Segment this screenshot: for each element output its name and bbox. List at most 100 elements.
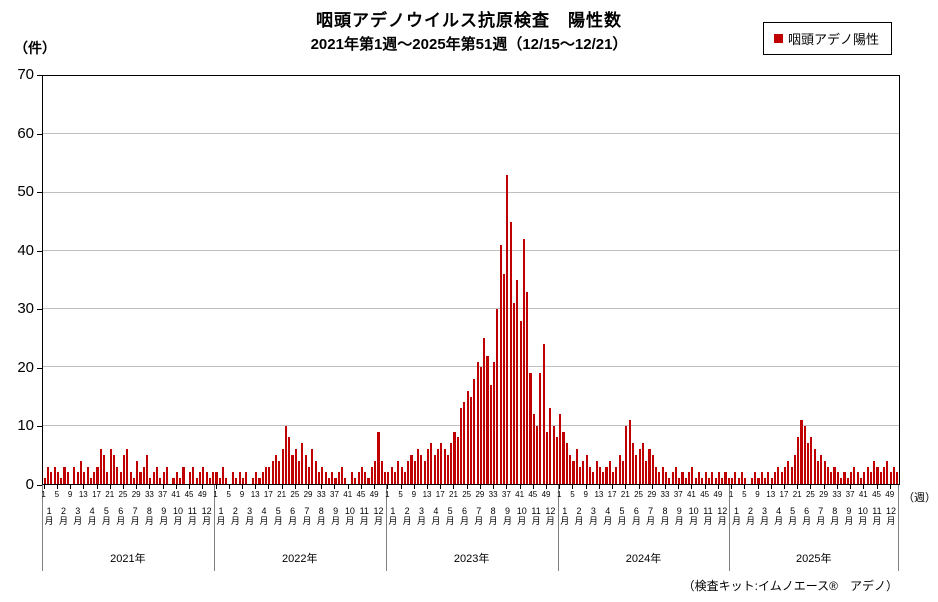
bar xyxy=(740,472,744,484)
bar xyxy=(727,478,730,484)
bar xyxy=(704,472,707,484)
week-tick-label: 21 xyxy=(449,490,458,499)
week-tick-label: 1 xyxy=(557,490,562,499)
y-tick-label: 20 xyxy=(17,358,34,376)
bar xyxy=(255,472,258,484)
bar xyxy=(770,478,773,484)
week-tick-label: 49 xyxy=(541,490,551,499)
year-separator xyxy=(213,485,215,571)
week-tick-label: 13 xyxy=(250,490,260,499)
bar xyxy=(288,437,291,484)
week-tick-label: 5 xyxy=(742,490,747,499)
month-label: 4 月 xyxy=(774,506,784,526)
week-tick-label: 49 xyxy=(369,490,379,499)
bar xyxy=(486,355,489,484)
bar xyxy=(387,472,390,484)
bar xyxy=(245,472,248,484)
bar xyxy=(126,449,129,484)
bar xyxy=(63,466,66,484)
bar xyxy=(109,449,112,484)
bar xyxy=(721,478,724,484)
bar xyxy=(671,472,674,484)
legend: 咽頭アデノ陽性 xyxy=(762,22,892,55)
week-tick-label: 17 xyxy=(435,490,445,499)
bar xyxy=(281,449,284,484)
week-tick-label: 1 xyxy=(41,490,46,499)
footnote: （検査キット:イムノエース® アデノ） xyxy=(682,579,898,593)
month-label: 2 月 xyxy=(745,506,755,526)
x-tick-mark xyxy=(228,485,230,489)
week-tick-label: 17 xyxy=(779,490,789,499)
gridline xyxy=(43,249,899,251)
week-tick-label: 21 xyxy=(277,490,287,499)
x-tick-mark xyxy=(400,485,402,489)
bar xyxy=(218,478,221,484)
bar xyxy=(268,466,271,484)
x-tick-mark xyxy=(546,485,548,489)
bar xyxy=(301,443,304,484)
bar xyxy=(744,478,747,484)
month-label: 8 月 xyxy=(660,506,670,526)
week-tick-label: 25 xyxy=(290,490,300,499)
x-tick-mark xyxy=(479,485,481,489)
week-tick-label: 45 xyxy=(872,490,881,499)
bar xyxy=(43,478,46,484)
bar xyxy=(889,472,892,484)
week-tick-label: 41 xyxy=(858,490,868,499)
bar xyxy=(225,478,228,484)
legend-label: 咽頭アデノ陽性 xyxy=(787,32,879,47)
week-tick-label: 21 xyxy=(105,490,115,499)
week-tick-label: 49 xyxy=(713,490,723,499)
x-tick-mark xyxy=(783,485,785,489)
bar xyxy=(142,466,145,484)
month-label: 7 月 xyxy=(474,506,484,526)
bar xyxy=(493,361,496,484)
bar xyxy=(612,472,615,484)
bar xyxy=(73,466,76,484)
bar xyxy=(291,454,294,484)
y-tick-mark xyxy=(37,485,42,486)
bar xyxy=(192,466,195,484)
month-label: 10 月 xyxy=(857,506,868,526)
bar xyxy=(496,309,499,484)
x-tick-mark xyxy=(493,485,495,489)
x-tick-mark xyxy=(149,485,151,489)
bar xyxy=(380,460,383,484)
x-tick-mark xyxy=(175,485,177,489)
week-tick-label: 9 xyxy=(755,490,760,499)
week-tick-label: 41 xyxy=(343,490,353,499)
bar xyxy=(479,367,482,484)
month-label: 4 月 xyxy=(259,506,269,526)
bar xyxy=(83,472,86,484)
y-tick-label: 30 xyxy=(17,300,34,318)
bar xyxy=(545,431,549,484)
x-tick-mark xyxy=(572,485,574,489)
month-label: 7 月 xyxy=(130,506,140,526)
x-tick-mark xyxy=(83,485,85,489)
bar xyxy=(846,478,849,484)
bar xyxy=(532,414,535,484)
bar xyxy=(423,460,426,484)
x-tick-mark xyxy=(427,485,429,489)
bar xyxy=(579,466,582,484)
bar xyxy=(397,460,400,484)
y-tick-label: 10 xyxy=(17,417,34,435)
month-label: 11 月 xyxy=(359,506,369,526)
bar xyxy=(592,472,595,484)
bar xyxy=(552,425,555,484)
bar xyxy=(697,472,701,484)
week-tick-label: 33 xyxy=(660,490,670,499)
week-tick-label: 41 xyxy=(171,490,181,499)
bar xyxy=(549,408,552,484)
week-tick-label: 9 xyxy=(67,490,73,499)
bar xyxy=(810,437,813,484)
bar xyxy=(526,291,529,484)
bar xyxy=(152,472,155,484)
bar xyxy=(631,443,634,484)
bar xyxy=(658,472,661,484)
bar xyxy=(324,472,327,484)
bar xyxy=(271,460,274,484)
bar xyxy=(350,472,354,484)
month-label: 5 月 xyxy=(273,506,283,526)
x-tick-mark xyxy=(876,485,878,489)
